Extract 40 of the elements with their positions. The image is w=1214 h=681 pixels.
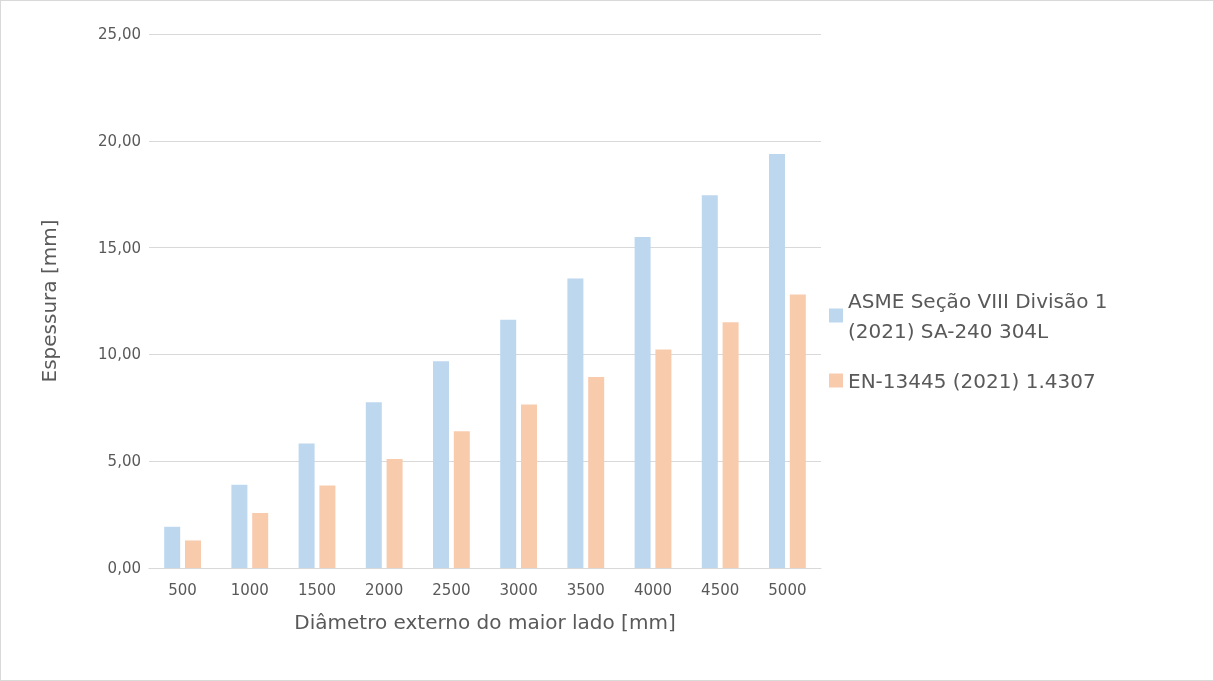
y-tick-label: 0,00 [107, 559, 141, 577]
bar [386, 459, 403, 568]
bar [588, 377, 605, 568]
x-tick-label: 4500 [701, 580, 740, 599]
bar [164, 526, 181, 568]
bar [365, 402, 382, 568]
x-axis-title: Diâmetro externo do maior lado [mm] [294, 610, 676, 634]
bar [521, 404, 537, 568]
bar [433, 361, 449, 568]
x-tick-label: 2000 [365, 580, 404, 599]
x-tick-label: 3500 [566, 580, 605, 599]
legend-label: ASME Seção VIII Divisão 1 (2021) SA-240 304L [848, 288, 1114, 343]
bar [722, 322, 739, 568]
y-tick-label: 5,00 [107, 452, 141, 471]
bar [500, 319, 517, 568]
y-tick-label: 10,00 [98, 345, 141, 364]
legend-label: EN-13445 (2021) 1.4307 [848, 368, 1096, 393]
x-tick-label: 5000 [768, 580, 807, 599]
x-tick-label: 500 [168, 580, 197, 599]
x-tick-label: 2500 [432, 580, 471, 599]
bar [185, 540, 201, 568]
x-tick-label: 1000 [230, 580, 269, 599]
bar [567, 278, 584, 568]
y-tick-label: 20,00 [98, 131, 141, 150]
bar [298, 443, 315, 568]
x-tick-label: 4000 [633, 580, 673, 599]
x-tick-label: 1500 [297, 580, 337, 599]
bar [769, 154, 785, 568]
bar [453, 431, 470, 568]
bar [701, 195, 718, 568]
x-tick-label: 3000 [499, 580, 538, 599]
bar [231, 484, 248, 568]
y-axis-title: Espessura [mm] [37, 219, 61, 383]
bar [789, 294, 806, 568]
y-tick-label: 25,00 [98, 25, 141, 43]
bar [655, 349, 672, 568]
bar [634, 236, 651, 568]
y-tick-label: 15,00 [98, 238, 141, 257]
bar [319, 485, 336, 568]
bar [252, 513, 269, 568]
